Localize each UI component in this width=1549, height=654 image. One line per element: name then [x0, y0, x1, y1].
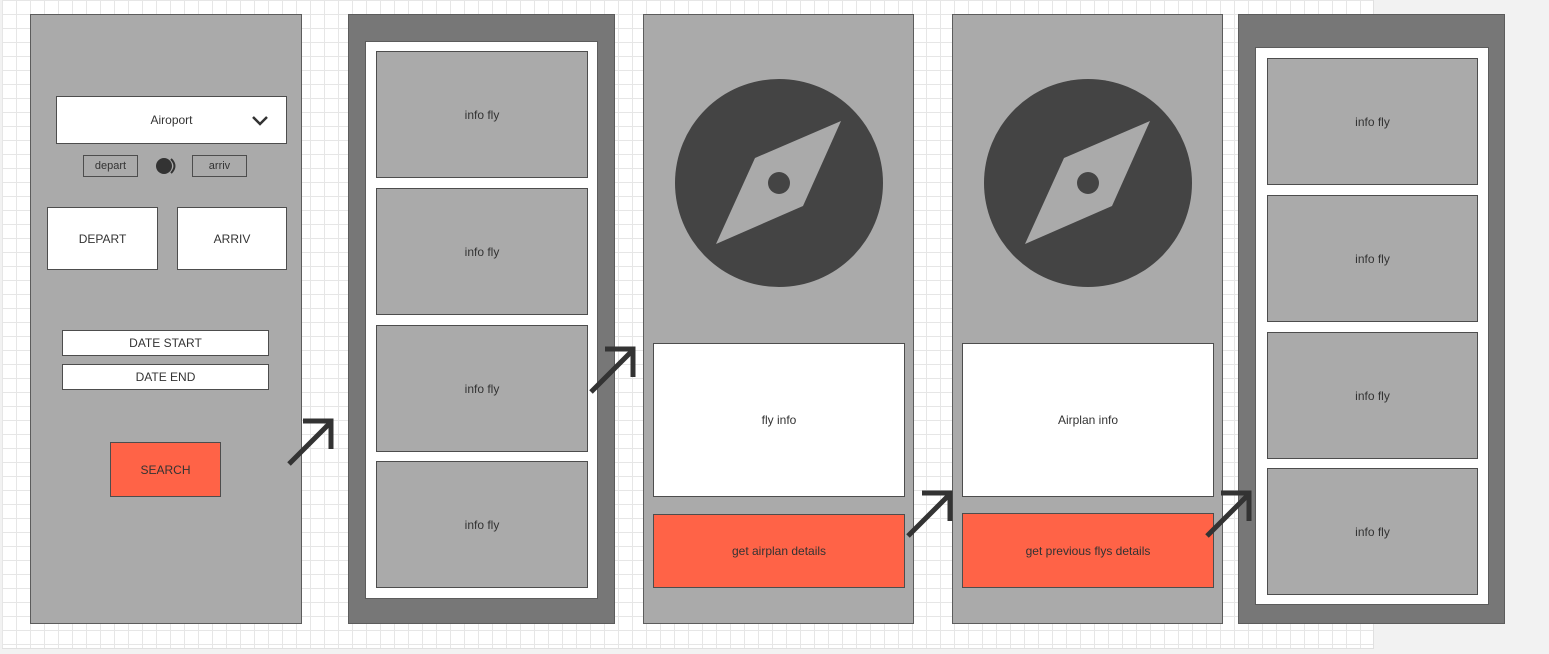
flight-list-panel: info fly info fly info fly info fly [365, 41, 598, 599]
screen-airplane-details: Airplan info get previous flys details [952, 14, 1223, 624]
date-start-label: DATE START [129, 336, 202, 350]
depart-toggle-label[interactable]: depart [83, 155, 138, 177]
flight-card[interactable]: info fly [1267, 195, 1478, 322]
flight-card[interactable]: info fly [1267, 58, 1478, 185]
date-start-field[interactable]: DATE START [62, 330, 269, 356]
compass-icon [984, 79, 1192, 287]
chevron-down-icon [252, 116, 268, 126]
airplan-info-box: Airplan info [962, 343, 1214, 497]
flight-card-label: info fly [464, 107, 500, 122]
flight-card[interactable]: info fly [376, 51, 588, 178]
arriv-toggle-text: arriv [208, 160, 231, 172]
arriv-box-label: ARRIV [213, 231, 251, 246]
flight-card[interactable]: info fly [376, 188, 588, 315]
depart-box-label: DEPART [78, 231, 127, 246]
date-end-label: DATE END [135, 370, 196, 384]
airplan-info-label: Airplan info [1057, 413, 1119, 427]
date-end-field[interactable]: DATE END [62, 364, 269, 390]
flight-card[interactable]: info fly [376, 325, 588, 452]
flight-card-label: info fly [1355, 388, 1390, 403]
get-previous-flys-details-button[interactable]: get previous flys details [962, 513, 1214, 588]
fly-info-label: fly info [761, 413, 797, 427]
depart-box[interactable]: DEPART [47, 207, 158, 270]
flow-arrow-icon [589, 346, 636, 394]
flight-card[interactable]: info fly [376, 461, 588, 588]
screen-search: Airoport depart arriv DEPART ARRIV DATE … [30, 14, 302, 624]
compass-icon [675, 79, 883, 287]
depart-toggle-text: depart [94, 160, 127, 172]
get-previous-flys-details-label: get previous flys details [1025, 543, 1151, 558]
arriv-box[interactable]: ARRIV [177, 207, 287, 270]
get-airplan-details-label: get airplan details [731, 544, 827, 558]
search-button-label: SEARCH [140, 462, 191, 477]
previous-flights-panel: info fly info fly info fly info fly [1255, 47, 1489, 605]
fly-info-box: fly info [653, 343, 905, 497]
airport-select[interactable]: Airoport [56, 96, 287, 144]
screen-previous-flights: info fly info fly info fly info fly [1238, 14, 1505, 624]
flight-card-label: info fly [1355, 251, 1390, 266]
flight-card-label: info fly [1355, 114, 1390, 129]
arriv-toggle-label[interactable]: arriv [192, 155, 247, 177]
flow-arrow-icon [1205, 490, 1252, 538]
flight-card[interactable]: info fly [1267, 468, 1478, 595]
screen-flight-details: fly info get airplan details [643, 14, 914, 624]
flight-card-label: info fly [1355, 524, 1390, 539]
search-button[interactable]: SEARCH [110, 442, 221, 497]
toggle-icon[interactable] [155, 157, 179, 175]
flow-arrow-icon [287, 418, 334, 466]
get-airplan-details-button[interactable]: get airplan details [653, 514, 905, 588]
flight-card-label: info fly [464, 381, 500, 396]
screen-flight-list: info fly info fly info fly info fly [348, 14, 615, 624]
flight-card-label: info fly [464, 517, 500, 532]
flight-card-label: info fly [464, 244, 500, 259]
flight-card[interactable]: info fly [1267, 332, 1478, 459]
flow-arrow-icon [906, 490, 953, 538]
airport-select-label: Airoport [150, 113, 193, 127]
